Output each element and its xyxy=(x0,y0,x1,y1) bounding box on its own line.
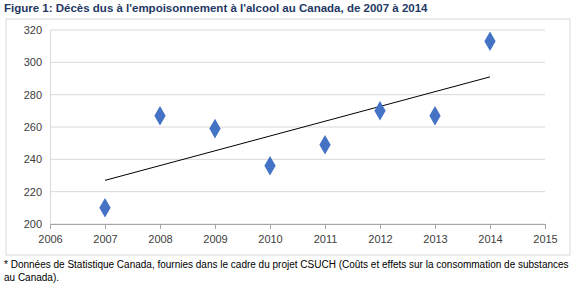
x-tick-mark xyxy=(160,224,161,229)
grid-line xyxy=(50,224,545,225)
y-tick-label: 240 xyxy=(24,153,42,165)
grid xyxy=(50,30,545,224)
x-tick-label: 2008 xyxy=(148,233,172,245)
x-tick-mark xyxy=(325,224,326,229)
point xyxy=(484,32,495,52)
grid-line xyxy=(50,94,545,95)
grid-line xyxy=(50,127,545,128)
x-tick-mark xyxy=(435,224,436,229)
x-tick-label: 2012 xyxy=(368,233,392,245)
x-tick: 2012 xyxy=(368,224,392,245)
y-tick: 260 xyxy=(24,121,50,133)
grid-line xyxy=(50,159,545,160)
x-tick-mark xyxy=(215,224,216,229)
x-tick-label: 2015 xyxy=(533,233,557,245)
x-tick-label: 2010 xyxy=(258,233,282,245)
y-tick: 280 xyxy=(24,89,50,101)
plot-area xyxy=(99,32,495,218)
y-tick: 300 xyxy=(24,56,50,68)
x-tick-mark xyxy=(545,224,546,229)
x-tick-label: 2011 xyxy=(314,233,338,245)
point xyxy=(99,198,110,218)
y-tick-label: 280 xyxy=(24,89,42,101)
x-tick: 2011 xyxy=(314,224,338,245)
x-tick: 2015 xyxy=(533,224,557,245)
trend-line xyxy=(105,77,490,180)
y-axis: 200 220 240 260 280 300 320 xyxy=(24,24,51,230)
x-tick-label: 2009 xyxy=(203,233,227,245)
x-tick-label: 2007 xyxy=(93,233,117,245)
chart-frame xyxy=(6,19,570,255)
x-axis: 2006 2007 2008 2009 2010 2011 2012 2013 2014 2015 xyxy=(38,224,557,245)
y-tick-label: 200 xyxy=(24,218,42,230)
point xyxy=(154,106,165,126)
x-tick-mark xyxy=(380,224,381,229)
grid-line xyxy=(50,191,545,192)
y-axis-line xyxy=(50,31,51,225)
x-tick: 2014 xyxy=(478,224,502,245)
y-tick-label: 300 xyxy=(24,56,42,68)
point xyxy=(319,135,330,155)
points xyxy=(99,32,495,218)
y-tick-label: 220 xyxy=(24,186,42,198)
y-tick: 200 xyxy=(24,218,50,230)
y-tick-label: 260 xyxy=(24,121,42,133)
x-tick-mark xyxy=(270,224,271,229)
y-tick: 240 xyxy=(24,153,50,165)
x-tick: 2007 xyxy=(93,224,117,245)
point xyxy=(209,119,220,139)
x-tick: 2009 xyxy=(203,224,227,245)
x-tick: 2008 xyxy=(148,224,172,245)
y-tick-label: 320 xyxy=(24,24,42,36)
x-tick-label: 2014 xyxy=(478,233,502,245)
footnote: * Données de Statistique Canada, fournie… xyxy=(4,258,572,284)
grid-line xyxy=(50,62,545,63)
x-tick-label: 2013 xyxy=(423,233,447,245)
chart: 200 220 240 260 280 300 320 2006 2007 2008 2009 201… xyxy=(0,0,576,294)
x-tick: 2010 xyxy=(258,224,282,245)
x-axis-line xyxy=(51,224,546,225)
grid-line xyxy=(50,30,545,31)
x-tick-label: 2006 xyxy=(38,233,62,245)
point xyxy=(374,101,385,121)
title: Figure 1: Décès dus à l'empoisonnement à… xyxy=(4,2,427,14)
x-tick: 2013 xyxy=(423,224,447,245)
point xyxy=(429,106,440,126)
point xyxy=(264,156,275,176)
x-tick-mark xyxy=(50,224,51,229)
y-tick: 220 xyxy=(24,186,50,198)
x-tick-mark xyxy=(490,224,491,229)
x-tick: 2006 xyxy=(38,224,62,245)
y-tick: 320 xyxy=(24,24,50,36)
x-tick-mark xyxy=(105,224,106,229)
